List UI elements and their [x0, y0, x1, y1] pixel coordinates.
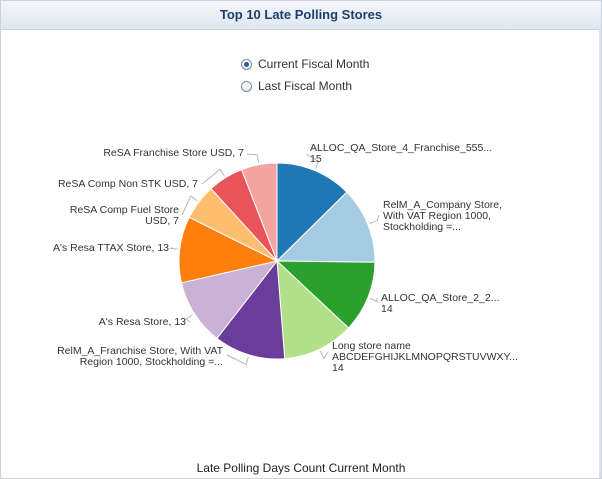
- slice-label-9: ReSA Comp Non STK USD, 7: [58, 178, 198, 190]
- slice-label-3: ALLOC_QA_Store_2_2... 14: [381, 292, 500, 315]
- slice-label-10: ReSA Franchise Store USD, 7: [103, 147, 244, 159]
- radio-selected-icon[interactable]: [241, 58, 252, 70]
- radio-label-last: Last Fiscal Month: [258, 79, 353, 93]
- radio-unselected-icon[interactable]: [241, 80, 252, 92]
- leader-line-4: [319, 350, 329, 360]
- slice-label-6: A's Resa Store, 13: [99, 316, 186, 328]
- leader-line-2: [369, 214, 380, 225]
- leader-line-5: [226, 354, 249, 366]
- radio-label-current: Current Fiscal Month: [258, 57, 370, 71]
- pie-slice-10[interactable]: [240, 162, 278, 262]
- leader-line-9: [201, 168, 225, 185]
- fiscal-month-radio-group: Current Fiscal Month Last Fiscal Month: [241, 54, 369, 98]
- leader-line-8: [181, 195, 198, 216]
- pie-slice-5[interactable]: [216, 259, 286, 360]
- pie-slice-3[interactable]: [275, 260, 376, 329]
- pie-slice-7[interactable]: [178, 216, 279, 284]
- slice-label-5: RelM_A_Franchise Store, With VAT Region 1…: [57, 345, 223, 368]
- radio-last-fiscal-month[interactable]: Last Fiscal Month: [241, 76, 369, 96]
- leader-line-7: [169, 247, 178, 250]
- panel-title: Top 10 Late Polling Stores: [219, 7, 383, 22]
- slice-label-1: ALLOC_QA_Store_4_Franchise_555... 15: [310, 142, 492, 165]
- slice-label-8: ReSA Comp Fuel Store USD, 7: [70, 204, 179, 227]
- slice-label-7: A's Resa TTAX Store, 13: [53, 242, 169, 254]
- leader-line-3: [369, 297, 378, 303]
- slice-label-2: RelM_A_Company Store, With VAT Region 100…: [383, 199, 502, 233]
- panel-header: Top 10 Late Polling Stores: [1, 1, 601, 30]
- pie-slice-4[interactable]: [276, 259, 350, 360]
- leader-line-6: [185, 314, 193, 323]
- pie-slice-1[interactable]: [276, 162, 348, 263]
- pie-slice-6[interactable]: [180, 260, 279, 340]
- leader-line-1: [305, 153, 320, 169]
- leader-line-10: [246, 153, 260, 163]
- pie-slice-2[interactable]: [275, 191, 376, 263]
- slice-label-4: Long store name ABCDEFGHIJKLMNOPQRSTUVWXY…: [332, 340, 518, 374]
- scrollbar-edge[interactable]: [599, 29, 601, 478]
- chart-footer-label: Late Polling Days Count Current Month: [196, 461, 406, 475]
- radio-current-fiscal-month[interactable]: Current Fiscal Month: [241, 54, 369, 74]
